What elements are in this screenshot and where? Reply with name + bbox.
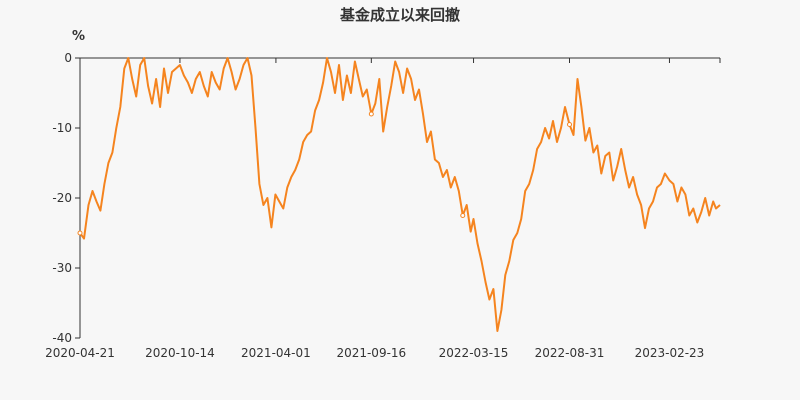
chart-title: 基金成立以来回撤 — [339, 6, 460, 24]
x-tick-label: 2020-04-21 — [45, 346, 115, 360]
y-tick-label: 0 — [64, 51, 72, 65]
x-tick-label: 2023-02-23 — [635, 346, 705, 360]
y-axis-unit-label: % — [72, 29, 86, 44]
x-tick-label: 2021-04-01 — [241, 346, 311, 360]
data-point-marker — [77, 230, 83, 236]
x-tick-label: 2022-03-15 — [439, 346, 509, 360]
data-point-marker — [368, 111, 374, 117]
drawdown-series-line-0 — [79, 57, 721, 332]
y-tick-label: -10 — [52, 121, 72, 135]
y-tick-label: -20 — [52, 191, 72, 205]
data-point-marker — [567, 122, 573, 127]
data-point-marker — [460, 213, 466, 218]
x-tick-label: 2020-10-14 — [145, 346, 215, 360]
y-tick-label: -30 — [52, 261, 72, 275]
x-tick-label: 2022-08-31 — [535, 346, 605, 360]
y-tick-label: -40 — [52, 331, 72, 345]
x-tick-label: 2021-09-16 — [336, 346, 406, 360]
